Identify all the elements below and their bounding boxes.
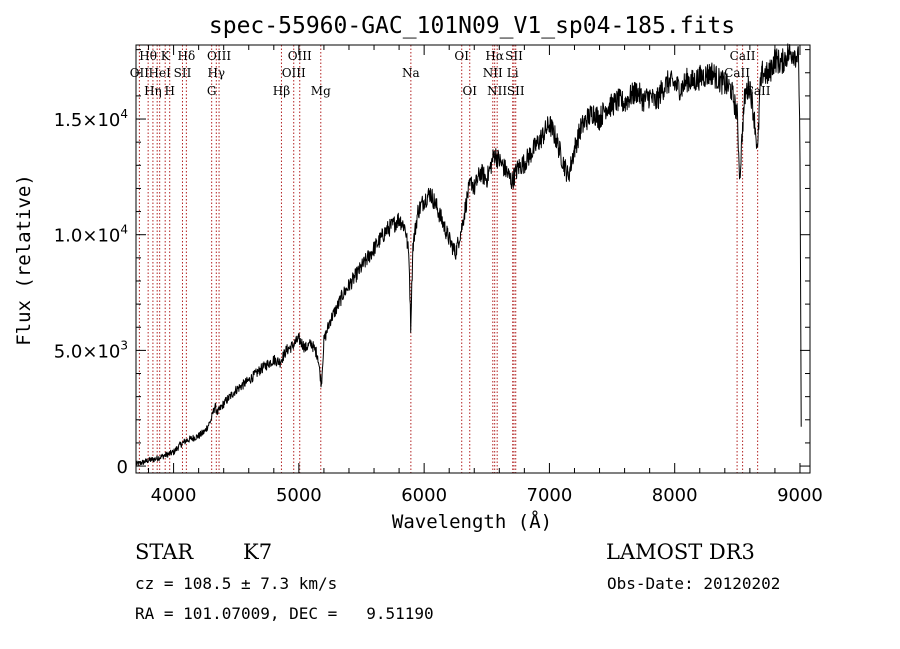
emission-line-labels: OIIHθHηHeIKHSIIHδGHγOIIIHβOIIIOIIIMgNaOI… (130, 49, 771, 98)
y-axis-label: Flux (relative) (13, 174, 35, 346)
marker-label-5: K (161, 49, 171, 63)
marker-label-4: HeI (149, 66, 172, 80)
marker-label-13: OIII (282, 66, 306, 80)
y-tick-label: 1.0×104 (54, 223, 128, 247)
plot-frame (135, 44, 811, 474)
x-tick-label: 8000 (652, 485, 698, 506)
object-subclass: K7 (243, 540, 273, 564)
marker-label-21: NII (487, 84, 507, 98)
y-tick-label: 5.0×103 (54, 338, 128, 362)
observation-date: Obs-Date: 20120202 (607, 574, 781, 593)
marker-label-1: Hθ (139, 49, 157, 63)
marker-label-19: NII (483, 66, 503, 80)
x-axis-ticks: 4000 5000 6000 7000 8000 9000 (148, 45, 823, 506)
x-axis-label: Wavelength (Å) (392, 510, 552, 533)
y-axis-ticks: 0 5.0×103 1.0×104 1.5×104 (54, 49, 810, 478)
x-tick-label: 4000 (151, 485, 197, 506)
survey-label: LAMOST DR3 (606, 540, 755, 564)
x-tick-label: 7000 (527, 485, 573, 506)
marker-label-12: Hβ (273, 84, 290, 98)
x-tick-label: 9000 (777, 485, 823, 506)
marker-label-16: Na (402, 66, 420, 80)
emission-line-markers (138, 45, 759, 473)
marker-label-2: Hη (144, 84, 162, 98)
spectrum-series (135, 43, 802, 466)
marker-label-22: Li (507, 66, 519, 80)
marker-label-7: SII (174, 66, 192, 80)
spectrum-line (135, 43, 802, 466)
marker-label-23: SII (505, 49, 523, 63)
marker-label-14: OIII (288, 49, 312, 63)
marker-label-11: OIII (207, 49, 231, 63)
marker-label-20: Hα (485, 49, 504, 63)
chart-title: spec-55960-GAC_101N09_V1_sp04-185.fits (209, 13, 735, 39)
marker-label-26: CaII (730, 49, 756, 63)
marker-label-18: OI (462, 84, 477, 98)
marker-label-10: Hγ (207, 66, 225, 80)
marker-label-24: SII (507, 84, 525, 98)
marker-label-8: Hδ (178, 49, 196, 63)
redshift-velocity: cz = 108.5 ± 7.3 km/s (135, 574, 338, 593)
marker-label-17: OI (454, 49, 469, 63)
marker-label-25: CaII (724, 66, 750, 80)
coordinates: RA = 101.07009, DEC = 9.51190 (135, 604, 434, 623)
marker-label-9: G (207, 84, 217, 98)
object-class: STAR (135, 540, 194, 564)
axes (135, 44, 811, 474)
y-tick-label: 0 (117, 457, 128, 478)
marker-label-6: H (164, 84, 174, 98)
x-tick-label: 5000 (276, 485, 322, 506)
marker-label-15: Mg (311, 84, 331, 98)
y-tick-label: 1.5×104 (54, 107, 128, 131)
x-tick-label: 6000 (401, 485, 447, 506)
